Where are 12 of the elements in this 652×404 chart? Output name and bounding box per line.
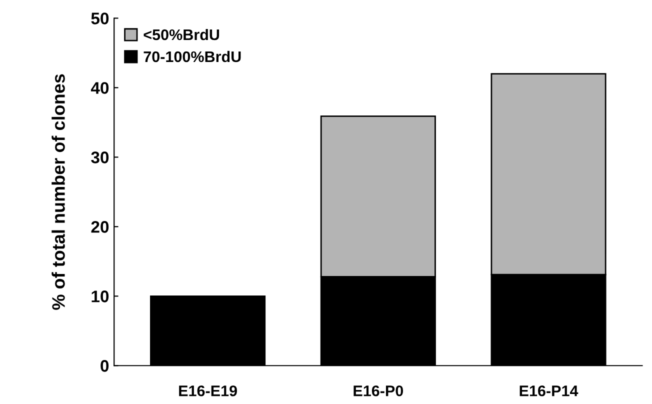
y-tick-label: 20 — [91, 221, 109, 233]
legend-label: <50%BrdU — [144, 28, 220, 40]
y-tick-label: 50 — [91, 12, 109, 24]
y-tick-label: 30 — [91, 152, 109, 164]
legend-label: 70-100%BrdU — [144, 50, 241, 62]
y-tick-label: 10 — [92, 290, 109, 302]
x-tick-label: E16-P0 — [354, 385, 404, 396]
y-tick-label: 0 — [100, 360, 109, 372]
x-tick-label: E16-P14 — [520, 385, 578, 396]
y-tick-label: 40 — [90, 82, 109, 94]
x-tick-label: E16-E19 — [179, 385, 237, 396]
y-axis-title: % of total number of clones — [52, 74, 65, 310]
